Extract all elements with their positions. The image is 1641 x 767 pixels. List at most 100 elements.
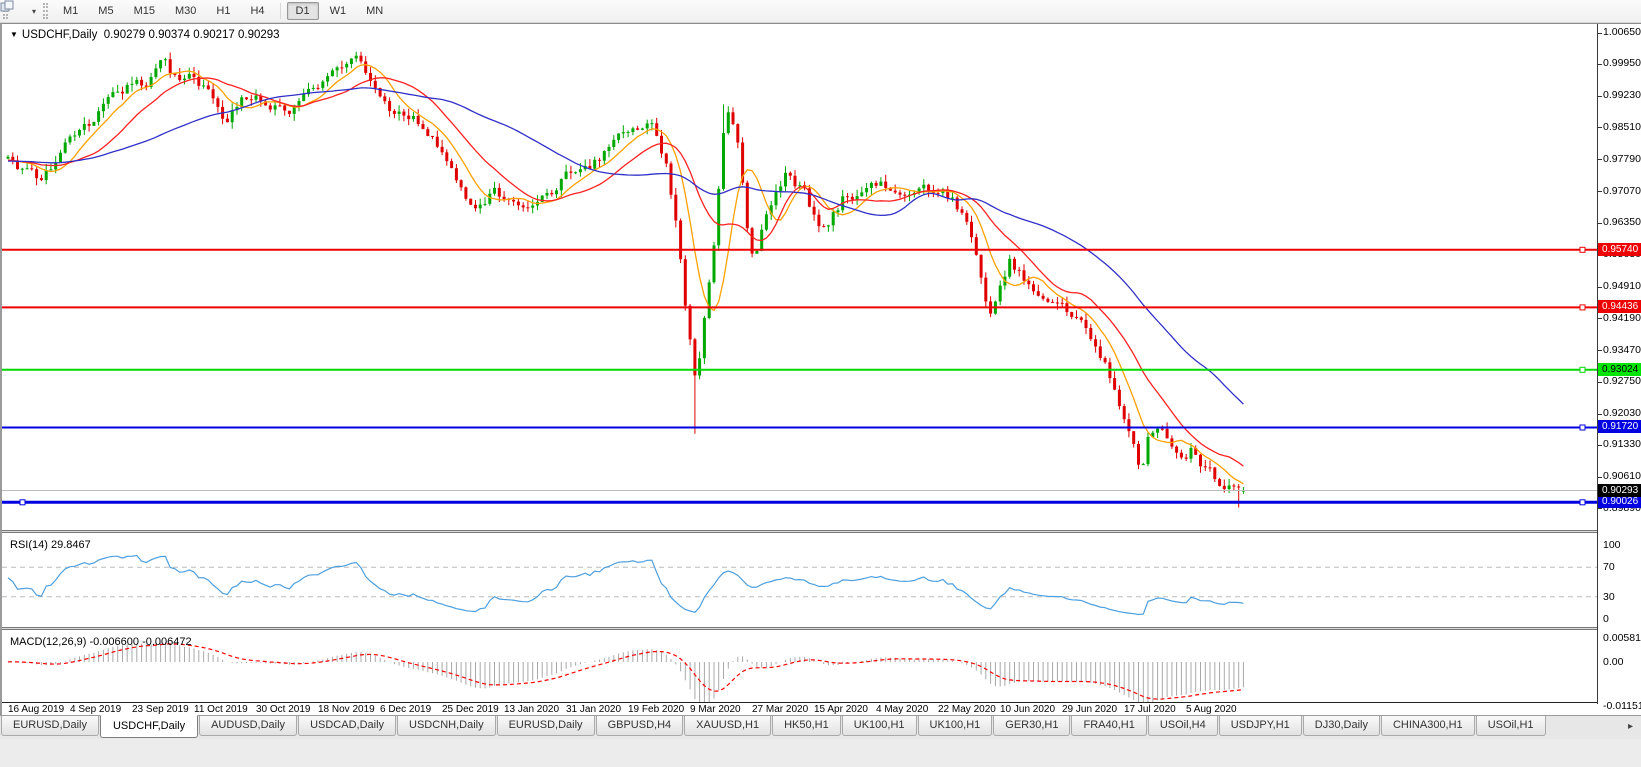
timeframe-button-w1[interactable]: W1 — [329, 5, 347, 17]
chart-tab-ger30-h1[interactable]: GER30,H1 — [993, 716, 1071, 736]
timeframe-button-h1[interactable]: H1 — [216, 5, 231, 17]
date-axis-label: 15 Apr 2020 — [814, 704, 868, 715]
chart-header: ▼ USDCHF,Daily 0.90279 0.90374 0.90217 0.… — [10, 29, 280, 41]
timeframe-toolbar: ▾ M1 M5 M15 M30 H1 H4 D1 W1 MN — [0, 0, 1641, 23]
price-axis-tick — [1598, 414, 1602, 415]
date-axis-label: 18 Nov 2019 — [318, 704, 375, 715]
chart-expand-icon[interactable]: ▼ — [10, 30, 18, 39]
chart-tab-uk100-h1[interactable]: UK100,H1 — [841, 716, 917, 736]
date-axis-label: 25 Dec 2019 — [442, 704, 499, 715]
price-axis-tick — [1598, 64, 1602, 65]
price-axis-tick — [1598, 96, 1602, 97]
date-axis-label: 6 Dec 2019 — [380, 704, 432, 715]
chart-tab-audusd-daily[interactable]: AUDUSD,Daily — [199, 716, 298, 736]
macd-axis-label: 0.005818 — [1603, 632, 1641, 644]
date-axis-label: 5 Aug 2020 — [1186, 704, 1237, 715]
date-axis-label: 16 Aug 2019 — [8, 704, 65, 715]
chart-tab-usdjpy-h1[interactable]: USDJPY,H1 — [1218, 716, 1302, 736]
main-chart-panel[interactable]: ▼ USDCHF,Daily 0.90279 0.90374 0.90217 0.… — [2, 24, 1598, 530]
chart-ohlc-values: 0.90279 0.90374 0.90217 0.90293 — [103, 29, 280, 41]
price-axis-label: 0.94910 — [1603, 280, 1641, 292]
chart-tab-usdcad-daily[interactable]: USDCAD,Daily — [298, 716, 397, 736]
price-axis-tick — [1598, 223, 1602, 224]
timeframe-button-h4[interactable]: H4 — [250, 5, 265, 17]
chart-tab-uk100-h1[interactable]: UK100,H1 — [917, 716, 993, 736]
macd-panel[interactable]: MACD(12,26,9) -0.006600 -0.006472 — [2, 632, 1598, 703]
price-axis-label: 0.96350 — [1603, 216, 1641, 228]
chart-tab-gbpusd-h4[interactable]: GBPUSD,H4 — [595, 716, 684, 736]
current-price-tag: 0.90293 — [1598, 484, 1641, 497]
chart-cursor-icon[interactable] — [0, 0, 31, 19]
chart-tab-fra40-h1[interactable]: FRA40,H1 — [1071, 716, 1147, 736]
date-axis-label: 4 Sep 2019 — [70, 704, 122, 715]
price-level-tag[interactable]: 0.95740 — [1598, 243, 1641, 256]
price-axis-tick — [1598, 159, 1602, 160]
price-axis-label: 0.90610 — [1603, 470, 1641, 482]
rsi-axis-label: 30 — [1603, 591, 1615, 603]
date-axis-label: 27 Mar 2020 — [752, 704, 809, 715]
price-axis-label: 0.93470 — [1603, 344, 1641, 356]
timeframe-button-m5[interactable]: M5 — [98, 5, 114, 17]
chart-tab-usdchf-daily[interactable]: USDCHF,Daily — [99, 715, 199, 738]
price-axis-label: 0.99950 — [1603, 57, 1641, 69]
price-axis-tick — [1598, 350, 1602, 351]
chart-tab-bar: EURUSD,Daily USDCHF,Daily AUDUSD,Daily USDC… — [0, 715, 1641, 739]
macd-chart[interactable] — [2, 632, 1598, 703]
chart-tab-china300-h1[interactable]: CHINA300,H1 — [1380, 716, 1475, 736]
price-axis-tick — [1598, 33, 1602, 34]
chart-tab-usoil-h1[interactable]: USOil,H1 — [1475, 716, 1546, 736]
price-axis-label: 1.00650 — [1603, 26, 1641, 38]
timeframe-button-m15[interactable]: M15 — [133, 5, 155, 17]
price-axis-tick — [1598, 287, 1602, 288]
panel-divider[interactable] — [2, 530, 1598, 533]
price-axis[interactable]: 1.00650 0.99950 0.99230 0.98510 0.97790 0.970… — [1597, 24, 1641, 712]
timeframe-button-mn[interactable]: MN — [366, 5, 384, 17]
candlestick-chart[interactable] — [2, 24, 1598, 530]
chart-tab-usoil-h4[interactable]: USOil,H4 — [1147, 716, 1218, 736]
price-level-tag[interactable]: 0.94436 — [1598, 300, 1641, 313]
price-axis-tick — [1598, 508, 1602, 509]
price-axis-label: 0.94190 — [1603, 312, 1641, 324]
price-axis-tick — [1598, 445, 1602, 446]
date-axis[interactable]: 16 Aug 2019 4 Sep 2019 23 Sep 2019 11 Oct 2… — [2, 704, 1598, 716]
toolbar-separator — [279, 3, 281, 19]
panel-divider[interactable] — [2, 627, 1598, 630]
toolbar-drag-handle[interactable] — [43, 3, 49, 19]
rsi-axis-label: 0 — [1603, 613, 1609, 625]
date-axis-label: 19 Feb 2020 — [628, 704, 685, 715]
date-axis-label: 13 Jan 2020 — [504, 704, 560, 715]
rsi-chart[interactable] — [2, 535, 1598, 627]
timeframe-buttons: M1 M5 M15 M30 H1 H4 D1 W1 MN — [53, 2, 393, 20]
chart-tab-dj30-daily[interactable]: DJ30,Daily — [1302, 716, 1380, 736]
price-level-tag[interactable]: 0.90026 — [1598, 495, 1641, 508]
rsi-panel[interactable]: RSI(14) 29.8467 — [2, 535, 1598, 627]
timeframe-button-m1[interactable]: M1 — [63, 5, 79, 17]
price-level-tag[interactable]: 0.91720 — [1598, 420, 1641, 433]
date-axis-label: 23 Sep 2019 — [132, 704, 189, 715]
price-axis-label: 0.92030 — [1603, 407, 1641, 419]
macd-axis-label: -0.011514 — [1603, 700, 1641, 712]
chart-tab-eurusd-daily[interactable]: EURUSD,Daily — [1, 716, 99, 736]
price-axis-label: 0.97790 — [1603, 153, 1641, 165]
price-axis-label: 0.98510 — [1603, 121, 1641, 133]
chart-window: ▼ USDCHF,Daily 0.90279 0.90374 0.90217 0.… — [0, 23, 1641, 716]
timeframe-button-d1[interactable]: D1 — [286, 2, 319, 20]
price-axis-tick — [1598, 191, 1602, 192]
timeframe-button-m30[interactable]: M30 — [174, 5, 197, 17]
rsi-axis-label: 100 — [1603, 539, 1621, 551]
price-axis-tick — [1598, 318, 1602, 319]
status-footer — [0, 739, 1641, 767]
price-axis-label: 0.99230 — [1603, 89, 1641, 101]
price-level-tag[interactable]: 0.93024 — [1598, 363, 1641, 376]
rsi-axis-label: 70 — [1603, 561, 1615, 573]
tab-scroll-right-icon[interactable]: ▸ — [1627, 721, 1633, 732]
chart-tab-eurusd-daily[interactable]: EURUSD,Daily — [496, 716, 595, 736]
chart-tab-xauusd-h1[interactable]: XAUUSD,H1 — [684, 716, 772, 736]
chart-cursor-dropdown-arrow-icon[interactable]: ▾ — [32, 6, 37, 16]
date-axis-label: 17 Jul 2020 — [1124, 704, 1176, 715]
chart-cursor-icon-glyph — [0, 0, 14, 12]
date-axis-label: 30 Oct 2019 — [256, 704, 311, 715]
date-axis-label: 9 Mar 2020 — [690, 704, 741, 715]
chart-tab-usdcnh-daily[interactable]: USDCNH,Daily — [397, 716, 496, 736]
chart-tab-hk50-h1[interactable]: HK50,H1 — [772, 716, 841, 736]
